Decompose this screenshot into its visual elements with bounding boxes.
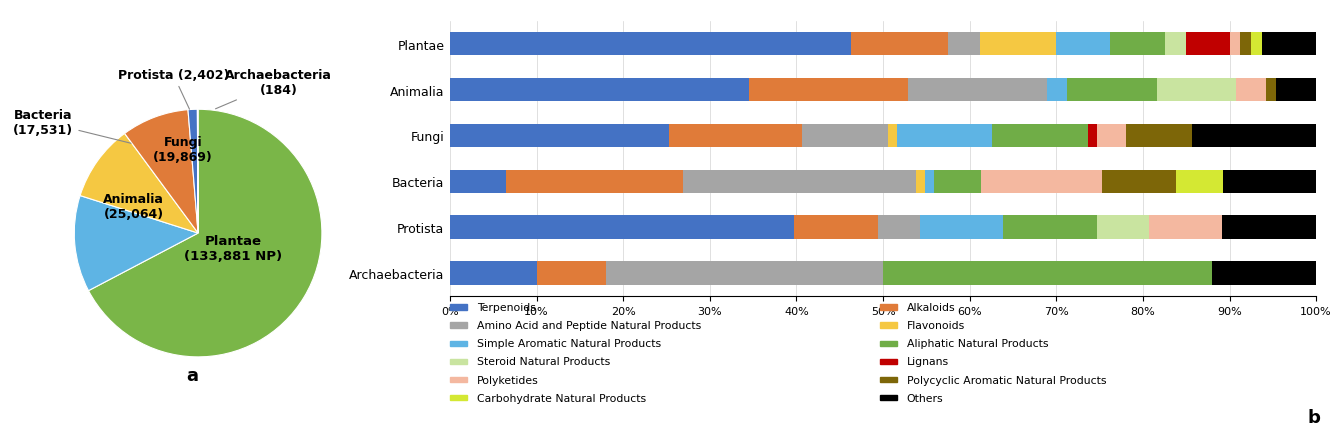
Bar (1186, 33, 1230, 56)
Bar (1262, 33, 1316, 56)
Bar (1101, 170, 1176, 194)
Text: Carbohydrate Natural Products: Carbohydrate Natural Products (477, 393, 646, 403)
Bar (1241, 33, 1252, 56)
Bar (992, 124, 1088, 148)
Text: Fungi
(19,869): Fungi (19,869) (153, 135, 214, 163)
Bar (669, 124, 802, 148)
Bar (1252, 33, 1262, 56)
Bar (980, 33, 1056, 56)
Text: Animalia
(25,064): Animalia (25,064) (103, 192, 164, 220)
Bar (506, 170, 682, 194)
Bar (1223, 170, 1316, 194)
Bar (606, 262, 884, 286)
Bar (897, 124, 992, 148)
Text: Terpenoids: Terpenoids (477, 302, 536, 313)
Bar (450, 170, 506, 194)
Text: Plantae
(133,881 NP): Plantae (133,881 NP) (184, 234, 282, 262)
Bar (748, 78, 908, 102)
Bar (450, 33, 850, 56)
Bar (1164, 33, 1186, 56)
Bar (1213, 262, 1316, 286)
Bar (450, 216, 794, 240)
Bar (920, 216, 1003, 240)
Bar (1097, 216, 1150, 240)
Bar (1088, 124, 1097, 148)
Bar (908, 78, 1048, 102)
Bar (450, 78, 748, 102)
Wedge shape (74, 196, 199, 291)
Bar (948, 33, 980, 56)
Bar (1276, 78, 1316, 102)
Bar (1057, 33, 1111, 56)
Bar (1048, 78, 1068, 102)
Bar (1266, 78, 1276, 102)
Bar (450, 262, 537, 286)
Bar (1003, 216, 1097, 240)
Bar (1111, 33, 1164, 56)
Text: Alkaloids: Alkaloids (907, 302, 955, 313)
Bar (884, 262, 1213, 286)
Wedge shape (125, 111, 199, 233)
Text: Protista (2,402): Protista (2,402) (118, 69, 230, 110)
Wedge shape (89, 110, 322, 357)
Text: Aliphatic Natural Products: Aliphatic Natural Products (907, 338, 1048, 349)
Wedge shape (188, 110, 199, 233)
Bar (935, 170, 980, 194)
Bar (878, 216, 920, 240)
Text: Others: Others (907, 393, 943, 403)
Text: Flavonoids: Flavonoids (907, 320, 964, 331)
Bar (682, 170, 916, 194)
Bar (916, 170, 925, 194)
Bar (1193, 124, 1316, 148)
Text: b: b (1307, 408, 1320, 426)
Bar (1097, 124, 1125, 148)
Bar (888, 124, 897, 148)
Bar (925, 170, 935, 194)
Bar (980, 170, 1101, 194)
Bar (1156, 78, 1237, 102)
Text: Lignans: Lignans (907, 356, 948, 367)
Wedge shape (81, 134, 199, 233)
Text: Steroid Natural Products: Steroid Natural Products (477, 356, 610, 367)
Text: a: a (185, 366, 197, 384)
Text: Amino Acid and Peptide Natural Products: Amino Acid and Peptide Natural Products (477, 320, 701, 331)
Text: Bacteria
(17,531): Bacteria (17,531) (13, 108, 132, 144)
Bar (850, 33, 948, 56)
Text: Simple Aromatic Natural Products: Simple Aromatic Natural Products (477, 338, 661, 349)
Bar (802, 124, 888, 148)
Text: Polyketides: Polyketides (477, 375, 539, 385)
Bar (1150, 216, 1222, 240)
Bar (1237, 78, 1266, 102)
Bar (1176, 170, 1223, 194)
Bar (1068, 78, 1156, 102)
Bar (1230, 33, 1241, 56)
Bar (794, 216, 878, 240)
Text: Polycyclic Aromatic Natural Products: Polycyclic Aromatic Natural Products (907, 375, 1107, 385)
Bar (1125, 124, 1193, 148)
Text: Archaebacteria
(184): Archaebacteria (184) (215, 69, 332, 110)
Bar (537, 262, 606, 286)
Bar (1222, 216, 1316, 240)
Bar (450, 124, 669, 148)
